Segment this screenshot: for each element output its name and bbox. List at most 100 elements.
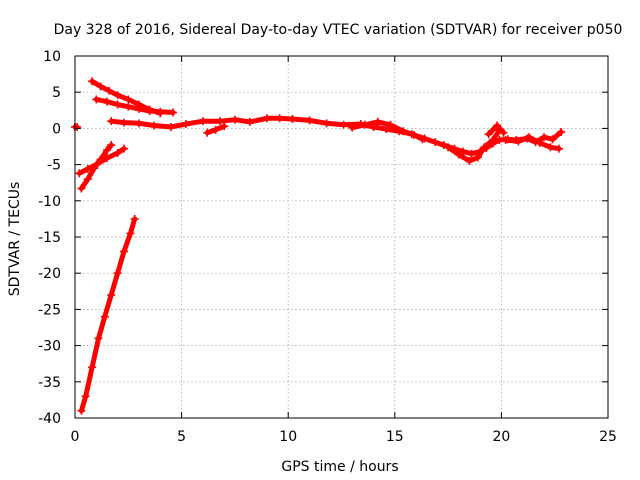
data-point [96,82,105,91]
data-point [149,121,158,130]
data-point [75,169,84,178]
y-tick-label: -15 [38,230,61,246]
data-point [431,138,440,147]
data-point [501,135,510,144]
data-point [83,175,92,184]
data-point [215,117,224,126]
data-point [439,141,448,150]
data-point [467,149,476,158]
data-point [465,156,474,165]
y-tick-label: -25 [38,302,61,318]
series-line [78,216,138,414]
data-point [198,117,207,126]
series-arc-ripple-b [484,121,508,139]
data-point [554,144,563,153]
data-point [120,247,129,256]
x-tick-label: 10 [279,429,297,445]
data-point [113,91,122,100]
data-point [77,406,86,415]
series-arc-dip [444,126,504,165]
data-point [399,127,408,136]
data-point [83,164,92,173]
data-point [386,120,395,129]
grid [75,56,608,418]
data-point [535,138,544,147]
data-point [275,114,284,123]
data-point [113,269,122,278]
data-point [373,117,382,126]
x-tick-label: 5 [177,429,186,445]
data-point [203,128,212,137]
data-point [493,121,502,130]
data-point [525,133,534,142]
y-tick-label: -35 [38,375,61,391]
data-point [88,77,97,86]
y-tick-label: 0 [52,121,61,137]
y-tick-label: 5 [52,85,61,101]
data-point [557,128,566,137]
data-point [107,141,116,150]
data-point [418,135,427,144]
data-point [126,229,135,238]
chart-title: Day 328 of 2016, Sidereal Day-to-day VTE… [54,22,623,38]
series-arc-start [71,122,82,131]
data-point [360,120,369,129]
series-arc-ripple-a [203,122,229,137]
series-arc-end [501,133,563,153]
x-tick-label: 15 [386,429,404,445]
y-tick-label: -40 [38,411,61,427]
x-axis-label: GPS time / hours [281,459,398,475]
data-point [102,97,111,106]
data-point [181,120,190,129]
x-tick-label: 25 [599,429,617,445]
data-point [488,135,497,144]
y-tick-label: -10 [38,194,61,210]
data-point [77,184,86,193]
data-point [230,115,239,124]
data-point [473,153,482,162]
y-tick-label: -5 [47,158,61,174]
data-point [81,392,90,401]
data-point [113,100,122,109]
data-point [288,114,297,123]
y-tick-label: -20 [38,266,61,282]
data-point [92,95,101,104]
data-point [107,290,116,299]
data-point [262,114,271,123]
data-point [73,122,82,131]
data-point [166,122,175,131]
data-point [514,137,523,146]
data-point [124,102,133,111]
data-point [454,150,463,159]
data-point [305,116,314,125]
data-point [546,143,555,152]
data-point [444,143,453,152]
data-point [145,107,154,116]
data-point [156,107,165,116]
data-point [211,125,220,134]
data-point [113,149,122,158]
data-point [220,122,229,131]
data-point [134,119,143,128]
data-point [382,125,391,134]
series-arc-steep-descent [77,214,139,415]
data-point [322,119,331,128]
data-point [102,146,111,155]
data-point [124,95,133,104]
data-point [120,118,129,127]
data-point [94,334,103,343]
x-tick-label: 0 [71,429,80,445]
data-point [88,363,97,372]
y-tick-label: -30 [38,339,61,355]
data-point [540,133,549,142]
data-point [107,117,116,126]
series-arc-late-segment [348,117,427,144]
data-point [130,214,139,223]
data-point [348,123,357,132]
data-point [245,117,254,126]
series-arc-low-rise-b [75,144,129,178]
y-tick-label: 10 [43,49,61,65]
y-axis-label: SDTVAR / TECUs [7,182,23,297]
data-point [100,312,109,321]
